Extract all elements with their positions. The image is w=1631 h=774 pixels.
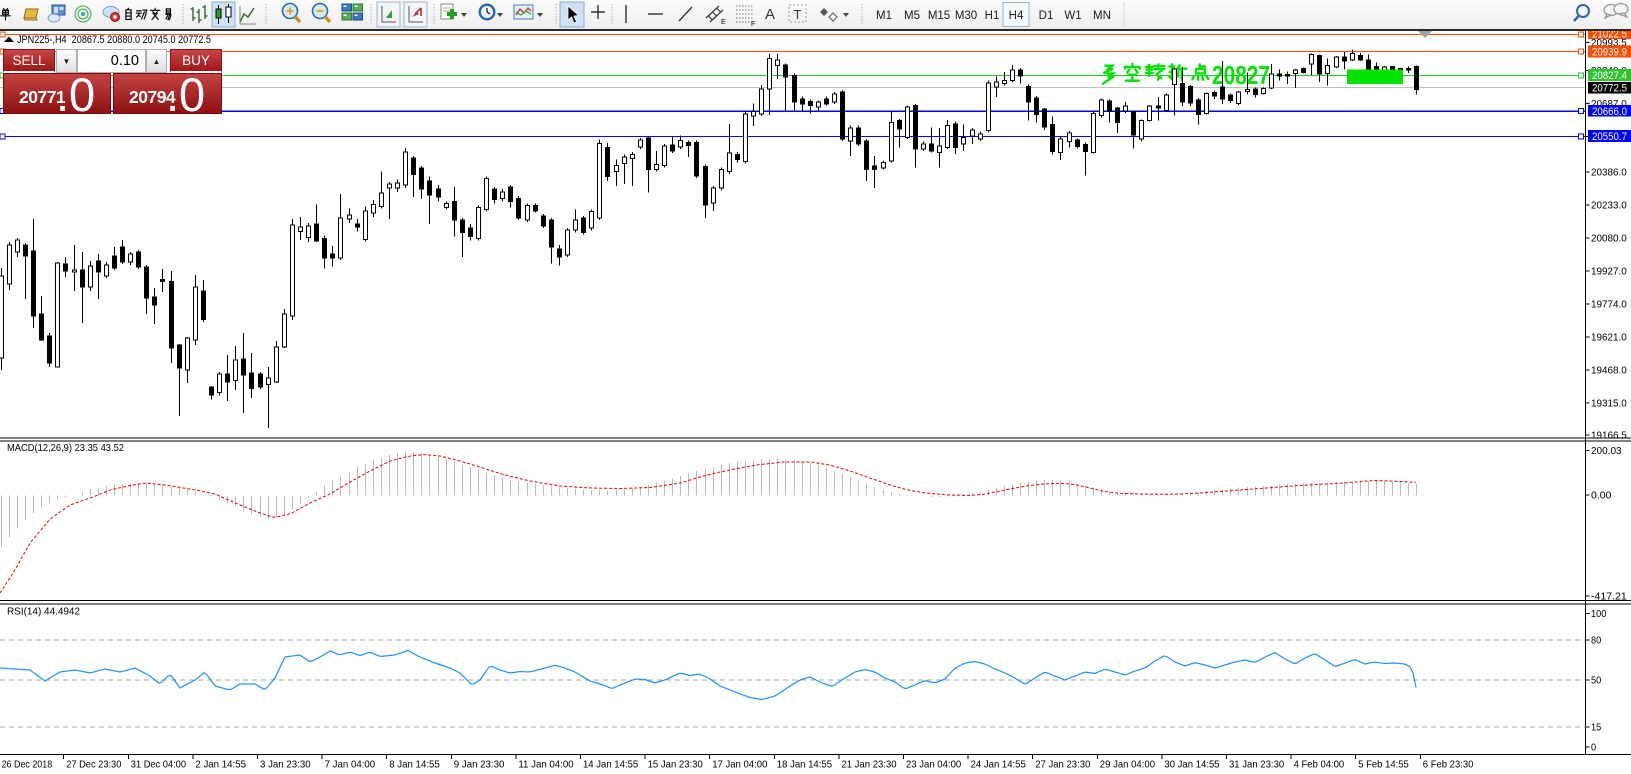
svg-text:31 Jan 23:30: 31 Jan 23:30 — [1229, 759, 1284, 771]
svg-text:8 Jan 14:55: 8 Jan 14:55 — [389, 759, 440, 771]
svg-text:F: F — [751, 21, 755, 28]
svg-text:W1: W1 — [1064, 10, 1081, 22]
svg-text:18 Jan 14:55: 18 Jan 14:55 — [777, 759, 832, 771]
svg-text:7 Jan 04:00: 7 Jan 04:00 — [325, 759, 376, 771]
svg-text:T: T — [794, 7, 802, 22]
svg-text:21 Jan 23:30: 21 Jan 23:30 — [841, 759, 896, 771]
svg-text:20550.7: 20550.7 — [1592, 131, 1627, 143]
svg-text:M30: M30 — [955, 10, 977, 22]
svg-text:21022.5: 21022.5 — [1592, 28, 1627, 40]
svg-text:E: E — [721, 19, 726, 26]
svg-text:20080.0: 20080.0 — [1591, 233, 1627, 245]
svg-text:24 Jan 14:55: 24 Jan 14:55 — [971, 759, 1026, 771]
svg-text:0: 0 — [1591, 742, 1596, 754]
svg-text:M5: M5 — [904, 10, 920, 22]
svg-text:RSI(14) 44.4942: RSI(14) 44.4942 — [7, 606, 80, 618]
svg-text:H4: H4 — [1009, 10, 1024, 22]
svg-text:20772.5: 20772.5 — [1592, 83, 1627, 95]
svg-text:30 Jan 14:55: 30 Jan 14:55 — [1164, 759, 1219, 771]
svg-text:29 Jan 04:00: 29 Jan 04:00 — [1100, 759, 1155, 771]
svg-text:20233.0: 20233.0 — [1591, 200, 1627, 212]
svg-text:14 Jan 14:55: 14 Jan 14:55 — [583, 759, 638, 771]
svg-text:19621.0: 19621.0 — [1591, 332, 1627, 344]
svg-text:15 Jan 23:30: 15 Jan 23:30 — [648, 759, 703, 771]
svg-text:4 Feb 04:00: 4 Feb 04:00 — [1294, 759, 1345, 771]
svg-text:11 Jan 04:00: 11 Jan 04:00 — [518, 759, 573, 771]
svg-text:5 Feb 14:55: 5 Feb 14:55 — [1358, 759, 1409, 771]
svg-text:D1: D1 — [1039, 10, 1054, 22]
svg-text:9 Jan 23:30: 9 Jan 23:30 — [454, 759, 505, 771]
svg-text:31 Dec 04:00: 31 Dec 04:00 — [131, 759, 186, 771]
svg-text:3 Jan 23:30: 3 Jan 23:30 — [260, 759, 311, 771]
svg-text:19315.0: 19315.0 — [1591, 398, 1627, 410]
svg-text:26 Dec 2018: 26 Dec 2018 — [2, 759, 53, 771]
svg-text:27 Dec 23:30: 27 Dec 23:30 — [66, 759, 121, 771]
svg-text:M15: M15 — [928, 10, 950, 22]
svg-text:20939.9: 20939.9 — [1592, 46, 1627, 58]
svg-text:80: 80 — [1591, 635, 1601, 647]
svg-text:20386.0: 20386.0 — [1591, 167, 1627, 179]
svg-text:19927.0: 19927.0 — [1591, 266, 1627, 278]
svg-text:20827: 20827 — [1212, 60, 1270, 90]
svg-text:200.03: 200.03 — [1591, 445, 1622, 457]
svg-text:27 Jan 23:30: 27 Jan 23:30 — [1035, 759, 1090, 771]
svg-text:20827.4: 20827.4 — [1592, 70, 1627, 82]
svg-text:JPN225-,H4 20867.5 20880.0 20: JPN225-,H4 20867.5 20880.0 20745.0 20772… — [17, 34, 211, 46]
svg-text:H1: H1 — [985, 10, 1000, 22]
svg-text:A: A — [765, 6, 775, 23]
svg-text:6 Feb 23:30: 6 Feb 23:30 — [1423, 759, 1474, 771]
svg-text:50: 50 — [1591, 675, 1601, 687]
svg-text:17 Jan 04:00: 17 Jan 04:00 — [712, 759, 767, 771]
svg-text:15: 15 — [1591, 722, 1601, 734]
svg-text:23 Jan 04:00: 23 Jan 04:00 — [906, 759, 961, 771]
svg-text:19166.5: 19166.5 — [1591, 430, 1627, 442]
svg-text:M1: M1 — [876, 10, 892, 22]
svg-text:0.00: 0.00 — [1591, 490, 1612, 502]
svg-text:MN: MN — [1093, 10, 1111, 22]
svg-text:19774.0: 19774.0 — [1591, 299, 1627, 311]
svg-text:19468.0: 19468.0 — [1591, 365, 1627, 377]
svg-text:MACD(12,26,9) 23.35 43.52: MACD(12,26,9) 23.35 43.52 — [7, 442, 124, 454]
svg-text:20666.0: 20666.0 — [1592, 106, 1627, 118]
svg-text:100: 100 — [1591, 608, 1606, 620]
svg-text:-417.21: -417.21 — [1591, 591, 1627, 603]
svg-text:2 Jan 14:55: 2 Jan 14:55 — [195, 759, 246, 771]
